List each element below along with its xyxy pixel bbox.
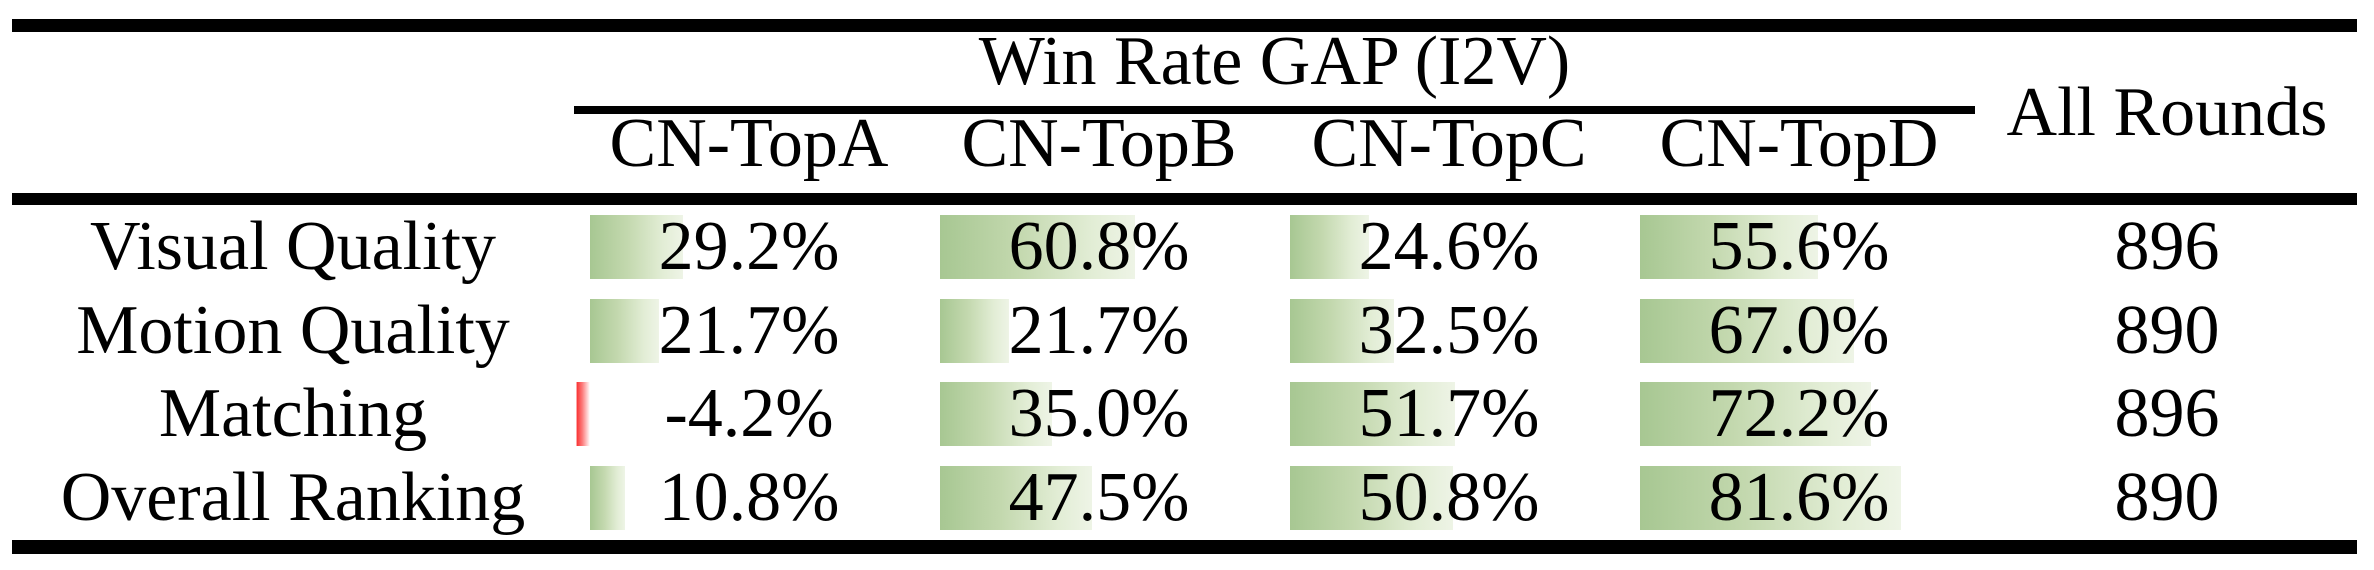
column-header-cn-topd: CN-TopD: [1659, 105, 1939, 182]
column-header-cn-topa: CN-TopA: [609, 105, 889, 182]
data-bar: [1290, 214, 1369, 279]
cell-value: 81.6%: [1708, 459, 1890, 537]
data-bar: [1290, 382, 1456, 447]
cell-value: -4.2%: [664, 375, 834, 453]
row-label: Motion Quality: [76, 291, 510, 369]
cell-motion-quality-cn-topa: 21.7%: [574, 289, 924, 373]
cell-matching-all-rounds: 896: [2114, 375, 2220, 453]
cell-matching-cn-topa: -4.2%: [574, 373, 924, 457]
cell-motion-quality-cn-topd: 67.0%: [1624, 289, 1974, 373]
table-header-separator-rule: [12, 193, 2357, 205]
column-header-all-rounds: All Rounds: [2006, 73, 2328, 151]
data-bar: [1290, 466, 1453, 531]
cell-motion-quality-all-rounds: 890: [2114, 291, 2220, 369]
row-label: Matching: [158, 375, 428, 453]
data-bar: [590, 466, 625, 531]
cell-value: 24.6%: [1358, 207, 1540, 285]
column-header-cn-topb: CN-TopB: [961, 105, 1237, 182]
cell-value: 47.5%: [1008, 459, 1190, 537]
table-row-matching: Matching -4.2% 35.0% 51.7% 72.2% 896: [0, 373, 2374, 457]
table-bottom-rule: [12, 540, 2357, 554]
cell-value: 50.8%: [1358, 459, 1540, 537]
row-label: Overall Ranking: [60, 459, 526, 537]
cell-value: 21.7%: [1008, 291, 1190, 369]
data-bar: [940, 382, 1052, 447]
data-bar: [940, 214, 1135, 279]
data-bar: [590, 214, 684, 279]
data-bar: [1640, 298, 1855, 363]
data-bar: [940, 298, 1010, 363]
table-row-motion-quality: Motion Quality 21.7% 21.7% 32.5% 67.0% 8…: [0, 289, 2374, 373]
cell-value: 55.6%: [1708, 207, 1890, 285]
cell-overall-ranking-cn-topc: 50.8%: [1274, 456, 1624, 540]
cell-matching-cn-topb: 35.0%: [924, 373, 1274, 457]
cell-overall-ranking-cn-topa: 10.8%: [574, 456, 924, 540]
cell-overall-ranking-cn-topb: 47.5%: [924, 456, 1274, 540]
cell-matching-cn-topc: 51.7%: [1274, 373, 1624, 457]
data-bar: [1290, 298, 1394, 363]
group-header-win-rate-gap: Win Rate GAP (I2V): [978, 23, 1571, 100]
row-label: Visual Quality: [89, 207, 497, 285]
data-bar: [590, 298, 660, 363]
data-bar: [1640, 382, 1872, 447]
cell-value: 21.7%: [658, 291, 840, 369]
group-header-underline-rule: [574, 106, 1975, 114]
cell-value: 32.5%: [1358, 291, 1540, 369]
cell-value: 29.2%: [658, 207, 840, 285]
data-bar: [1640, 466, 1902, 531]
table-body: Visual Quality 29.2% 60.8% 24.6% 55.6% 8…: [0, 205, 2374, 540]
data-bar-negative: [576, 382, 590, 447]
cell-value: 60.8%: [1008, 207, 1190, 285]
cell-visual-quality-cn-topd: 55.6%: [1624, 205, 1974, 289]
column-header-cn-topc: CN-TopC: [1311, 105, 1587, 182]
cell-value: 51.7%: [1358, 375, 1540, 453]
cell-value: 35.0%: [1008, 375, 1190, 453]
data-bar: [940, 466, 1092, 531]
table-row-overall-ranking: Overall Ranking 10.8% 47.5% 50.8% 81.6% …: [0, 456, 2374, 540]
cell-visual-quality-all-rounds: 896: [2114, 207, 2220, 285]
cell-matching-cn-topd: 72.2%: [1624, 373, 1974, 457]
table-top-rule: [12, 19, 2357, 32]
cell-motion-quality-cn-topb: 21.7%: [924, 289, 1274, 373]
cell-visual-quality-cn-topc: 24.6%: [1274, 205, 1624, 289]
table-row-visual-quality: Visual Quality 29.2% 60.8% 24.6% 55.6% 8…: [0, 205, 2374, 289]
cell-overall-ranking-all-rounds: 890: [2114, 459, 2220, 537]
cell-visual-quality-cn-topb: 60.8%: [924, 205, 1274, 289]
cell-value: 67.0%: [1708, 291, 1890, 369]
cell-overall-ranking-cn-topd: 81.6%: [1624, 456, 1974, 540]
cell-visual-quality-cn-topa: 29.2%: [574, 205, 924, 289]
cell-value: 10.8%: [658, 459, 840, 537]
cell-value: 72.2%: [1708, 375, 1890, 453]
cell-motion-quality-cn-topc: 32.5%: [1274, 289, 1624, 373]
data-bar: [1640, 214, 1818, 279]
